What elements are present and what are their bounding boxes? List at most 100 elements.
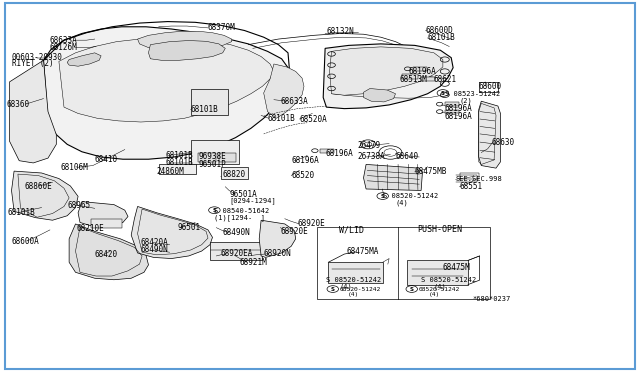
Text: 68551: 68551 xyxy=(460,182,483,191)
Text: PUSH-OPEN: PUSH-OPEN xyxy=(417,225,462,234)
Text: 08520-51242: 08520-51242 xyxy=(418,286,460,292)
Bar xyxy=(407,260,468,285)
Text: S 08523-51242: S 08523-51242 xyxy=(445,91,500,97)
Text: (4): (4) xyxy=(396,199,408,206)
Bar xyxy=(421,77,435,81)
Text: 68370M: 68370M xyxy=(208,23,236,32)
Bar xyxy=(328,262,383,283)
Polygon shape xyxy=(264,64,304,118)
Text: (4): (4) xyxy=(434,283,447,290)
Text: 68820: 68820 xyxy=(223,170,246,179)
Text: S: S xyxy=(441,90,445,96)
Text: 68633A: 68633A xyxy=(50,36,77,45)
Text: 68420A: 68420A xyxy=(141,238,168,247)
Bar xyxy=(445,102,459,106)
Text: S 08520-51242: S 08520-51242 xyxy=(383,193,438,199)
Text: S: S xyxy=(331,286,335,292)
Bar xyxy=(460,173,479,179)
Text: 68920E: 68920E xyxy=(280,227,308,236)
Text: 68920N: 68920N xyxy=(264,249,291,258)
Text: 68513M: 68513M xyxy=(400,76,428,84)
Bar xyxy=(219,153,236,162)
Text: 68520: 68520 xyxy=(291,171,314,180)
Text: 96938E: 96938E xyxy=(198,153,226,161)
Text: 68921M: 68921M xyxy=(240,258,268,267)
Text: 68196A: 68196A xyxy=(445,112,472,121)
Text: (4): (4) xyxy=(348,292,359,297)
Text: 00603-20930: 00603-20930 xyxy=(12,53,62,62)
Text: 68633A: 68633A xyxy=(280,97,308,106)
Text: 68520A: 68520A xyxy=(300,115,327,124)
Text: 68101B: 68101B xyxy=(191,105,218,114)
Text: 96501P: 96501P xyxy=(198,160,226,169)
Bar xyxy=(317,227,490,299)
Bar xyxy=(445,110,459,113)
Text: (1)[1294-  ]: (1)[1294- ] xyxy=(214,214,266,221)
Text: 24860M: 24860M xyxy=(157,167,184,176)
Text: 68621: 68621 xyxy=(434,76,457,84)
Text: 68920E: 68920E xyxy=(298,219,325,228)
Text: 68410: 68410 xyxy=(95,155,118,164)
Bar xyxy=(191,89,228,115)
Text: S: S xyxy=(410,286,413,292)
Text: 68126M: 68126M xyxy=(50,43,77,52)
Bar xyxy=(320,149,334,153)
Text: 68196A: 68196A xyxy=(291,156,319,165)
Text: 68920EA: 68920EA xyxy=(221,249,253,258)
Bar xyxy=(221,167,248,179)
Polygon shape xyxy=(138,31,232,51)
Text: 68640: 68640 xyxy=(396,153,419,161)
Text: 68490N: 68490N xyxy=(223,228,250,237)
Text: 68360: 68360 xyxy=(6,100,29,109)
Text: 26479: 26479 xyxy=(357,141,380,150)
Text: 68101B: 68101B xyxy=(165,158,193,167)
Text: 68475M: 68475M xyxy=(443,263,470,272)
Text: 68600: 68600 xyxy=(479,82,502,91)
Text: (2): (2) xyxy=(460,97,472,104)
Polygon shape xyxy=(131,206,212,259)
Text: 68210E: 68210E xyxy=(77,224,104,233)
Text: 68132N: 68132N xyxy=(326,27,354,36)
Polygon shape xyxy=(364,89,396,102)
Text: 68101B: 68101B xyxy=(428,33,455,42)
Text: (4): (4) xyxy=(428,292,440,297)
Text: 96501: 96501 xyxy=(178,223,201,232)
Text: 68420: 68420 xyxy=(95,250,118,259)
Bar xyxy=(159,164,196,174)
Text: S 08520-51242: S 08520-51242 xyxy=(326,277,381,283)
Text: RIYET (2): RIYET (2) xyxy=(12,60,53,68)
Polygon shape xyxy=(479,101,500,168)
Text: (4): (4) xyxy=(339,283,352,290)
Text: 68101B: 68101B xyxy=(268,114,295,123)
Text: 68600D: 68600D xyxy=(426,26,453,35)
Text: 68196A: 68196A xyxy=(445,104,472,113)
Text: 96501A: 96501A xyxy=(229,190,257,199)
Text: 68196A: 68196A xyxy=(408,67,436,76)
Text: 68630: 68630 xyxy=(492,138,515,147)
Polygon shape xyxy=(12,171,78,220)
Polygon shape xyxy=(330,47,443,95)
Text: 68196A: 68196A xyxy=(325,149,353,158)
Text: *680*0237: *680*0237 xyxy=(472,296,511,302)
Polygon shape xyxy=(259,220,296,257)
Polygon shape xyxy=(67,53,101,66)
Bar xyxy=(91,219,122,228)
Polygon shape xyxy=(10,60,56,163)
Polygon shape xyxy=(78,202,128,227)
Text: 68475MA: 68475MA xyxy=(347,247,380,256)
Text: 68475MB: 68475MB xyxy=(415,167,447,176)
Text: S: S xyxy=(212,208,216,213)
Text: 68600A: 68600A xyxy=(12,237,39,246)
Text: 68965: 68965 xyxy=(67,201,90,210)
Text: SEE.SEC.998: SEE.SEC.998 xyxy=(456,176,502,182)
Polygon shape xyxy=(44,27,289,159)
Polygon shape xyxy=(364,164,422,190)
Polygon shape xyxy=(69,224,148,280)
Text: 08520-51242: 08520-51242 xyxy=(339,286,380,292)
Text: 68860E: 68860E xyxy=(24,182,52,190)
Text: 68490N: 68490N xyxy=(141,246,168,254)
Bar xyxy=(210,242,262,260)
Text: 68106M: 68106M xyxy=(61,163,88,172)
Text: S 08540-51642: S 08540-51642 xyxy=(214,208,269,214)
Bar xyxy=(402,74,418,79)
